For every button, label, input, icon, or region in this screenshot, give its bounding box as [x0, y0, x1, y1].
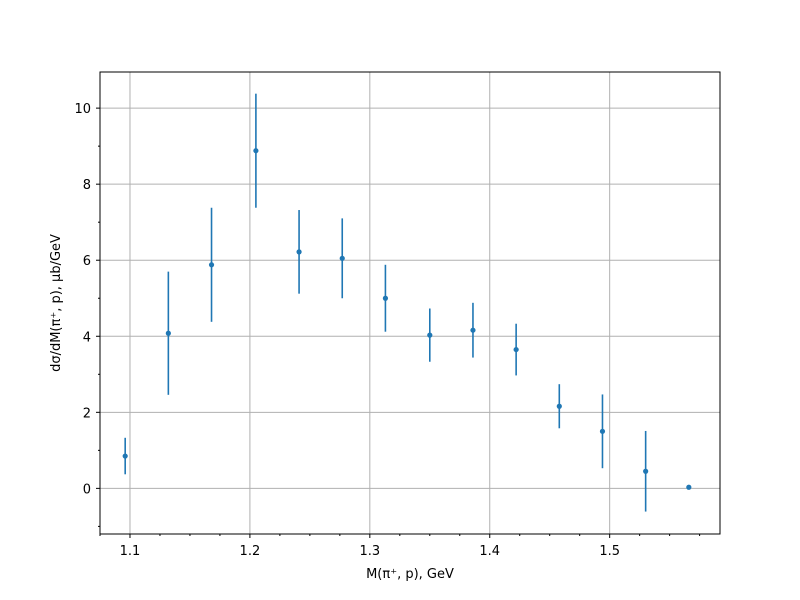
x-tick-label: 1.2	[240, 544, 261, 559]
y-tick-label: 2	[83, 406, 91, 421]
y-tick-label: 4	[83, 330, 91, 345]
axis-ticks: 1.1 1.2 1.3 1.4 1.5 0 2 4 6 8 10	[74, 102, 701, 559]
x-tick-label: 1.5	[599, 544, 620, 559]
data-point	[643, 468, 649, 474]
grid	[100, 72, 720, 534]
x-axis-label: M(π⁺, p), GeV	[366, 567, 454, 582]
data-point	[296, 249, 302, 255]
data-point	[513, 346, 519, 353]
data-point	[253, 148, 259, 154]
y-tick-label: 10	[74, 102, 91, 117]
y-tick-label: 0	[83, 482, 91, 497]
x-tick-label: 1.3	[359, 544, 380, 559]
x-tick-label: 1.4	[479, 544, 500, 559]
data-point	[382, 295, 389, 301]
data-point	[122, 453, 128, 459]
x-tick-label: 1.1	[120, 544, 141, 559]
data-point	[686, 484, 692, 490]
data-point	[208, 262, 215, 268]
data-point	[599, 428, 606, 434]
y-tick-label: 6	[83, 254, 91, 269]
data-point	[165, 330, 171, 336]
y-axis-label: dσ/dM(π⁺, p), μb/GeV	[49, 234, 64, 372]
data-point	[470, 327, 476, 333]
y-tick-label: 8	[83, 178, 91, 193]
data-series	[122, 93, 692, 512]
data-point	[427, 332, 433, 338]
data-point	[339, 255, 345, 261]
plot-frame	[99, 71, 721, 535]
data-point	[556, 403, 562, 409]
